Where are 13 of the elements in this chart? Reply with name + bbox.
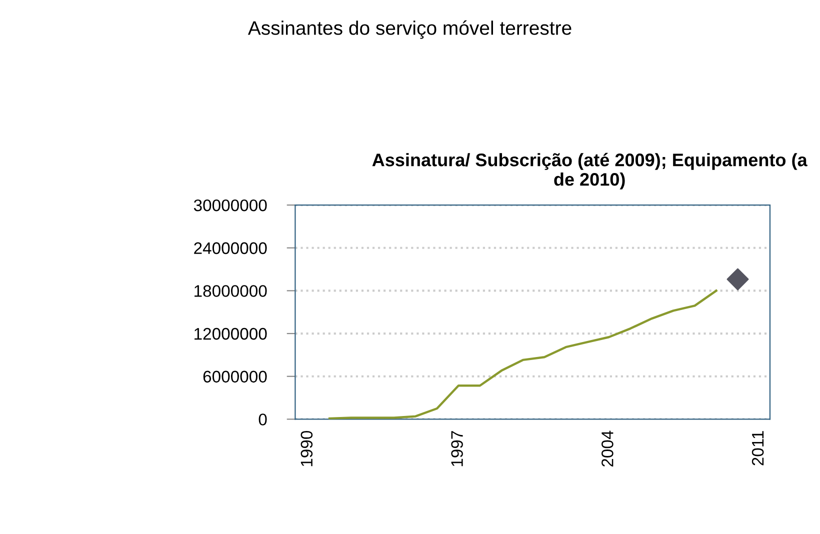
x-tick-label: 2011 [752,431,764,466]
y-tick-label: 30000000 [194,199,267,212]
y-tick-label: 0 [258,414,267,426]
chart-title: Assinantes do serviço móvel terrestre [248,20,572,39]
x-tick-label: 1997 [451,431,463,466]
y-tick-label: 12000000 [194,328,267,340]
y-tick-label: 6000000 [203,370,267,383]
x-tick-label: 2004 [602,430,614,467]
x-tick-label: 1990 [300,430,313,466]
y-tick-label: 18000000 [194,285,267,297]
line-series [328,290,718,420]
y-tick-label: 24000000 [194,242,267,254]
chart-subtitle: Assinatura/ Subscrição (até 2009); Equipamento (a de 2010) [372,152,808,190]
